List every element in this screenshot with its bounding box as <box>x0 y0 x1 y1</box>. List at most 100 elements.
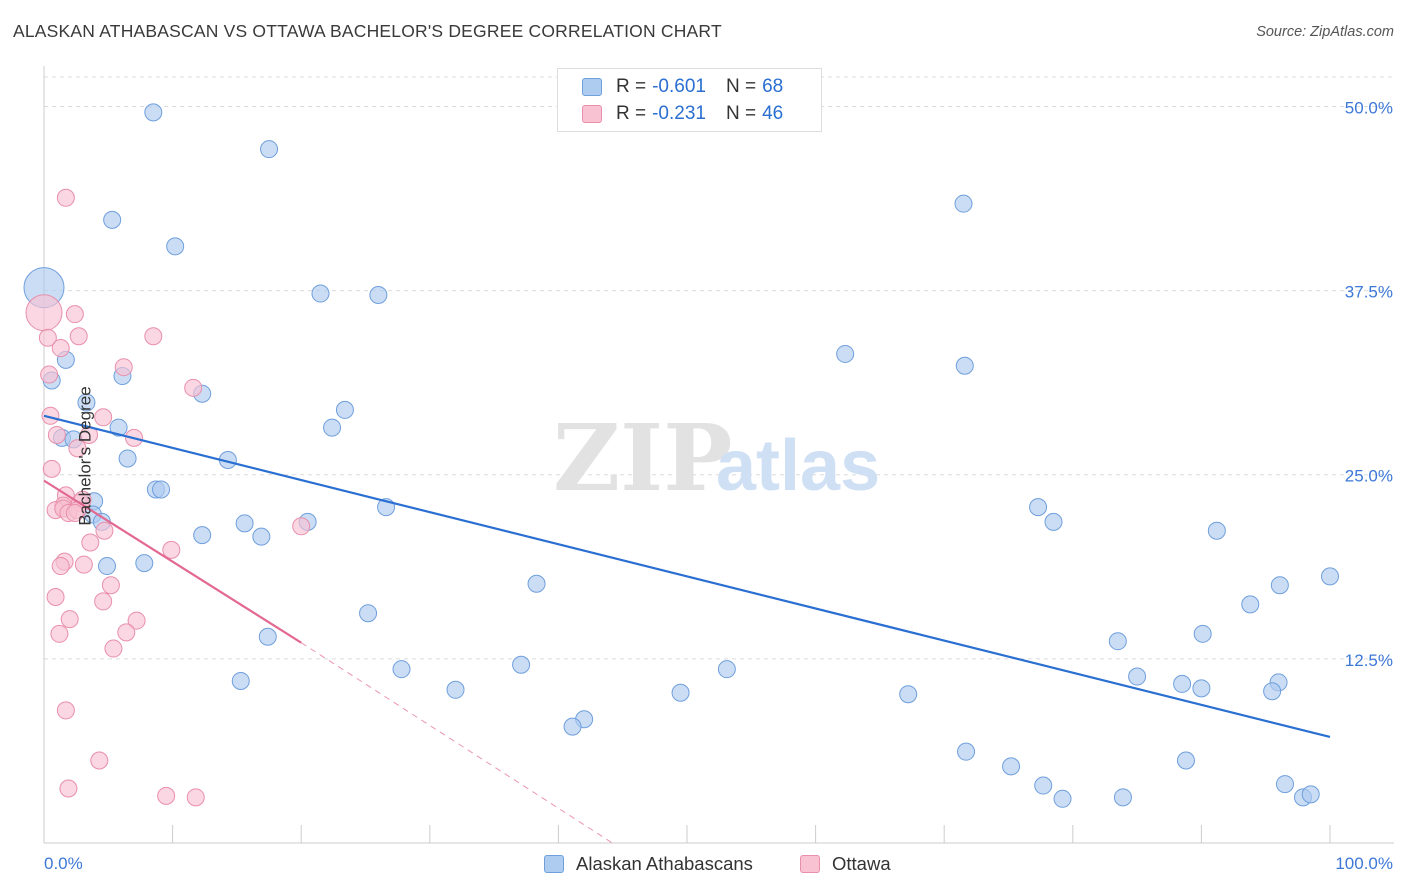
ottawa-point <box>46 587 65 606</box>
y-tick-label: 12.5% <box>1345 651 1393 670</box>
athabascan-point <box>957 742 976 761</box>
ottawa-point <box>186 788 205 807</box>
athabascan-point <box>1044 512 1063 531</box>
legend-row-athabascan: R = -0.601 N = 68 <box>582 75 783 99</box>
athabascan-point <box>1113 788 1132 807</box>
legend-n-value: 46 <box>762 103 784 124</box>
athabascan-point <box>77 393 96 412</box>
bottom-legend-label: Ottawa <box>832 853 891 874</box>
athabascan-point <box>1321 567 1339 586</box>
watermark-atlas: atlas <box>716 426 880 506</box>
ottawa-point <box>56 701 75 720</box>
ottawa-point <box>65 504 84 523</box>
athabascan-point <box>671 683 690 702</box>
y-tick-label: 37.5% <box>1345 283 1393 302</box>
ottawa-trend-line <box>43 479 302 644</box>
ottawa-point <box>114 358 133 377</box>
legend-r-label: R = <box>616 103 647 124</box>
athabascan-point <box>323 418 342 437</box>
athabascan-point <box>152 480 171 499</box>
legend-r-value: -0.231 <box>652 103 706 124</box>
ottawa-point <box>42 459 61 478</box>
ottawa-point <box>292 517 311 536</box>
bottom-legend-swatch-blue <box>544 855 564 873</box>
athabascan-point <box>954 194 973 213</box>
athabascan-point <box>1207 521 1226 540</box>
athabascan-point <box>1002 757 1021 776</box>
ottawa-point <box>59 779 78 798</box>
athabascan-point <box>252 527 271 546</box>
athabascan-point <box>258 627 277 646</box>
athabascan-point <box>260 140 279 159</box>
ottawa-point <box>50 624 69 643</box>
athabascan-point <box>193 526 212 545</box>
athabascan-point <box>717 660 736 679</box>
athabascan-point <box>1034 776 1053 795</box>
athabascan-point <box>231 671 250 690</box>
bottom-legend-ottawa: Ottawa <box>800 852 891 876</box>
athabascan-point <box>359 604 378 623</box>
correlation-legend: R = -0.601 N = 68 R = -0.231 N = 46 <box>557 68 822 132</box>
athabascan-point <box>512 655 531 674</box>
ottawa-point <box>51 339 70 358</box>
athabascan-point <box>955 356 974 375</box>
athabascan-point <box>311 284 330 303</box>
chart-title: ALASKAN ATHABASCAN VS OTTAWA BACHELOR'S … <box>13 21 722 41</box>
ottawa-point <box>60 610 79 629</box>
ottawa-point <box>90 751 109 770</box>
y-axis-label: Bachelor's Degree <box>75 386 95 526</box>
ottawa-point <box>184 378 203 397</box>
athabascan-point <box>118 449 137 468</box>
athabascan-point <box>369 286 388 305</box>
ottawa-point <box>144 327 163 346</box>
athabascan-point <box>1301 785 1320 804</box>
watermark-zip: ZIP <box>553 404 732 512</box>
athabascan-point <box>109 418 128 437</box>
ottawa-point <box>51 557 70 576</box>
source-label: Source: ZipAtlas.com <box>1256 24 1394 40</box>
ottawa-point <box>65 305 84 324</box>
athabascan-point <box>1193 624 1212 643</box>
bottom-legend-swatch-pink <box>800 855 820 873</box>
ottawa-point <box>47 425 66 444</box>
athabascan-point <box>1108 632 1127 651</box>
athabascan-point <box>1173 674 1192 693</box>
ottawa-point <box>162 540 181 559</box>
ottawa-point <box>41 406 60 425</box>
athabascan-point <box>1263 682 1282 701</box>
y-tick-label: 25.0% <box>1345 467 1393 486</box>
ottawa-point <box>127 611 146 630</box>
legend-r-label: R = <box>616 76 647 97</box>
athabascan-point <box>235 514 254 533</box>
athabascan-point <box>135 554 154 573</box>
legend-row-ottawa: R = -0.231 N = 46 <box>582 102 783 126</box>
athabascan-point <box>1275 775 1294 794</box>
x-tick-label: 100.0% <box>1335 854 1393 873</box>
ottawa-point <box>95 521 114 540</box>
ottawa-point <box>81 533 100 552</box>
ottawa-trend-extension <box>300 642 613 844</box>
athabascan-trend-line <box>43 414 1331 739</box>
legend-swatch-pink <box>582 105 602 123</box>
ottawa-point <box>94 408 113 427</box>
bottom-legend-label: Alaskan Athabascans <box>576 853 753 874</box>
ottawa-point <box>74 555 93 574</box>
ottawa-point <box>101 576 120 595</box>
athabascan-point <box>98 557 117 576</box>
ottawa-point <box>104 639 123 658</box>
athabascan-point <box>446 680 465 699</box>
athabascan-point <box>1128 667 1147 686</box>
x-tick-label: 0.0% <box>44 854 83 873</box>
athabascan-point <box>1053 789 1072 808</box>
ottawa-point <box>117 623 136 642</box>
athabascan-point <box>166 237 185 256</box>
athabascan-point <box>899 685 918 704</box>
athabascan-point <box>103 210 122 229</box>
bottom-legend-athabascan: Alaskan Athabascans <box>544 852 753 876</box>
athabascan-point <box>563 717 582 736</box>
ottawa-point <box>68 439 87 458</box>
athabascan-point <box>1029 498 1048 517</box>
ottawa-point <box>56 188 75 207</box>
ottawa-point <box>40 365 59 384</box>
